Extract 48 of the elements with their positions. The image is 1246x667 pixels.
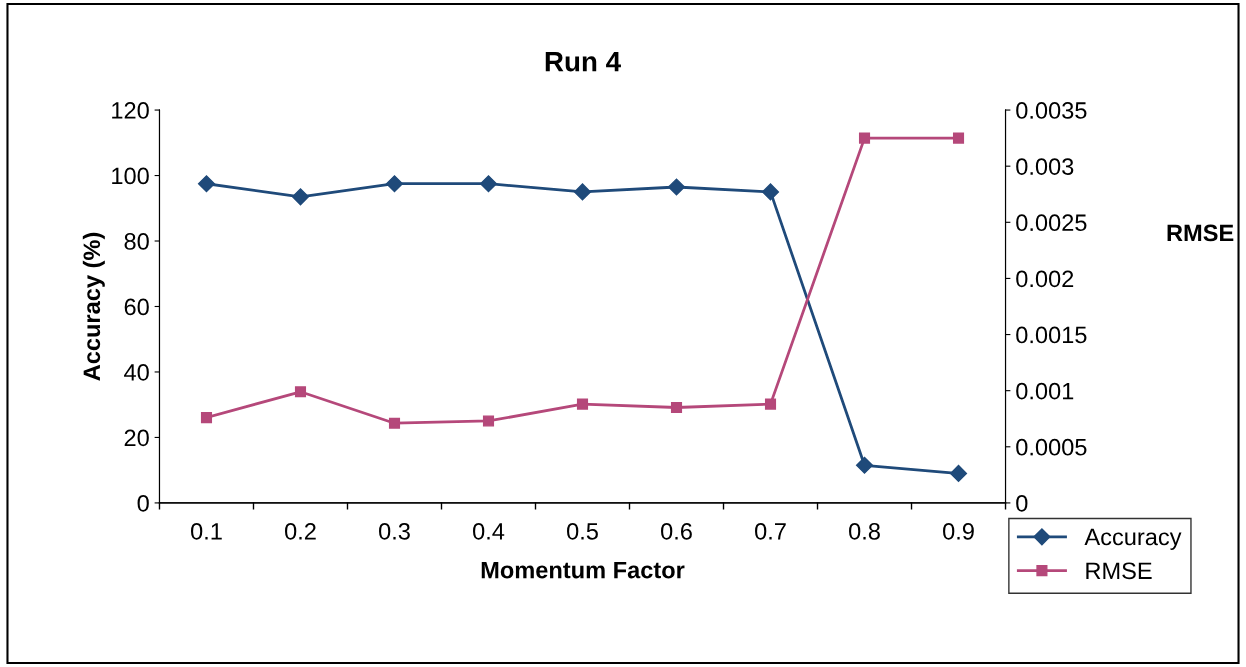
x-tick-label: 0.7 xyxy=(755,522,786,540)
y2-tick-label: 0.0005 xyxy=(1016,438,1087,456)
point xyxy=(200,412,213,424)
point xyxy=(291,188,310,206)
point xyxy=(385,175,404,193)
point xyxy=(667,178,686,196)
y-tick-label: 0 xyxy=(137,494,149,512)
y2-tick-label: 0.001 xyxy=(1016,382,1074,400)
point xyxy=(197,175,216,193)
y-tick-label: 100 xyxy=(112,167,149,185)
chart-title: Run 4 xyxy=(545,52,621,72)
y2-tick-label: 0.003 xyxy=(1016,158,1074,175)
y-tick-label: 80 xyxy=(124,233,149,250)
y2-tick-label: 0.002 xyxy=(1016,270,1074,288)
y-tick-label: 120 xyxy=(112,102,149,119)
x-tick-label: 0.8 xyxy=(849,522,880,540)
x-tick-label: 0.6 xyxy=(661,522,692,540)
point xyxy=(670,401,683,414)
point xyxy=(858,132,871,144)
point xyxy=(479,175,498,193)
x-tick-label: 0.4 xyxy=(473,522,505,540)
y2-tick-label: 0.0025 xyxy=(1016,214,1087,232)
legend-label: Accuracy xyxy=(1084,528,1182,550)
y-tick-label: 40 xyxy=(124,364,149,381)
y-tick-label: 60 xyxy=(124,298,149,316)
y2-tick-label: 0.0015 xyxy=(1016,326,1087,344)
y2-axis-title: RMSE xyxy=(1167,224,1234,242)
point xyxy=(952,132,965,144)
y2-tick-label: 0.0035 xyxy=(1016,102,1087,119)
point xyxy=(949,464,968,483)
x-tick-label: 0.3 xyxy=(379,522,410,540)
point xyxy=(855,456,874,474)
point xyxy=(576,398,589,410)
y-axis-title: Accuracy (%) xyxy=(82,232,105,381)
point xyxy=(764,398,777,410)
y2-tick-label: 0 xyxy=(1016,494,1028,512)
x-tick-label: 0.5 xyxy=(567,522,598,540)
point xyxy=(388,417,401,429)
x-tick-label: 0.1 xyxy=(191,522,222,540)
point xyxy=(294,386,307,398)
point xyxy=(761,183,780,201)
x-tick-label: 0.9 xyxy=(943,522,974,540)
y-tick-label: 20 xyxy=(124,429,149,447)
point xyxy=(573,183,592,201)
point xyxy=(482,415,495,427)
x-tick-label: 0.2 xyxy=(285,522,316,540)
x-axis-title: Momentum Factor xyxy=(481,561,685,579)
legend-label: RMSE xyxy=(1086,562,1152,580)
